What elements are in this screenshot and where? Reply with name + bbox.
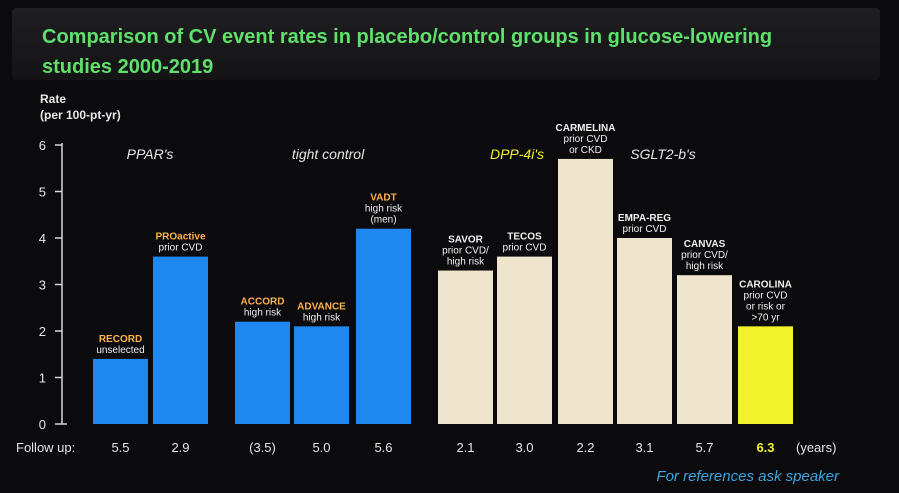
bar-label: ADVANCE	[297, 301, 346, 312]
y-tick-label: 1	[39, 371, 46, 386]
followup-value: 5.6	[374, 440, 392, 455]
bar-carolina	[738, 326, 793, 424]
references-note: For references ask speaker	[656, 468, 839, 485]
bar-tecos	[497, 256, 552, 424]
followup-value: 5.7	[695, 440, 713, 455]
y-tick-label: 3	[39, 278, 46, 293]
bar-label: SAVOR	[448, 235, 484, 246]
y-tick-label: 2	[39, 324, 46, 339]
followup-value: 6.3	[756, 440, 774, 455]
followup-value: 5.0	[312, 440, 330, 455]
bar-label: high risk	[447, 257, 485, 268]
bar-label: prior CVD	[564, 134, 608, 145]
followup-value: 2.1	[456, 440, 474, 455]
group-header: PPAR's	[127, 146, 174, 162]
bar-label: prior CVD	[623, 224, 667, 235]
bar-vadt	[356, 228, 411, 424]
bar-label: high risk	[686, 261, 724, 272]
bar-carmelina	[558, 158, 613, 424]
y-tick-label: 0	[39, 417, 46, 432]
followup-value: (3.5)	[249, 440, 276, 455]
followup-label: Follow up:	[16, 440, 75, 455]
bar-label: high risk	[365, 204, 403, 215]
followup-value: 3.1	[635, 440, 653, 455]
bar-label: CAROLINA	[739, 279, 792, 290]
bar-label: prior CVD	[503, 243, 547, 254]
bar-label: TECOS	[507, 232, 542, 243]
bar-advance	[294, 326, 349, 424]
bar-label: unselected	[96, 345, 144, 356]
bar-label: prior CVD/	[442, 246, 489, 257]
y-tick-label: 5	[39, 185, 46, 200]
bar-label: ACCORD	[241, 297, 285, 308]
bar-label: RECORD	[99, 334, 142, 345]
y-tick-label: 6	[39, 138, 46, 153]
bar-label: or risk or	[746, 301, 786, 312]
bar-label: or CKD	[569, 145, 602, 156]
bar-label: >70 yr	[751, 312, 780, 323]
chart-title: Comparison of CV event rates in placebo/…	[42, 26, 773, 78]
followup-value: 2.2	[576, 440, 594, 455]
followup-unit: (years)	[796, 440, 836, 455]
bar-label: VADT	[370, 193, 396, 204]
bar-label: prior CVD	[744, 290, 788, 301]
bar-label: CANVAS	[684, 239, 726, 250]
bar-proactive	[153, 256, 208, 424]
y-axis-label: Rate (per 100-pt-yr)	[40, 92, 121, 122]
group-header: tight control	[292, 146, 365, 162]
bar-canvas	[677, 275, 732, 424]
bar-label: EMPA-REG	[618, 213, 671, 224]
bar-record	[93, 358, 148, 424]
bar-savor	[438, 270, 493, 424]
followup-value: 2.9	[171, 440, 189, 455]
bar-accord	[235, 321, 290, 424]
bar-empa-reg	[617, 238, 672, 424]
bar-label: (men)	[370, 215, 396, 226]
bar-label: prior CVD	[159, 243, 203, 254]
followup-value: 3.0	[515, 440, 533, 455]
followup-value: 5.5	[111, 440, 129, 455]
group-header: SGLT2-b's	[630, 146, 695, 162]
y-tick-label: 4	[39, 231, 46, 246]
bar-label: high risk	[303, 312, 341, 323]
bar-label: CARMELINA	[556, 123, 616, 134]
bar-label: high risk	[244, 308, 282, 319]
bar-label: prior CVD/	[681, 250, 728, 261]
title-bar: Comparison of CV event rates in placebo/…	[12, 8, 880, 80]
group-header: DPP-4i's	[490, 146, 544, 162]
bar-label: PROactive	[155, 232, 205, 243]
